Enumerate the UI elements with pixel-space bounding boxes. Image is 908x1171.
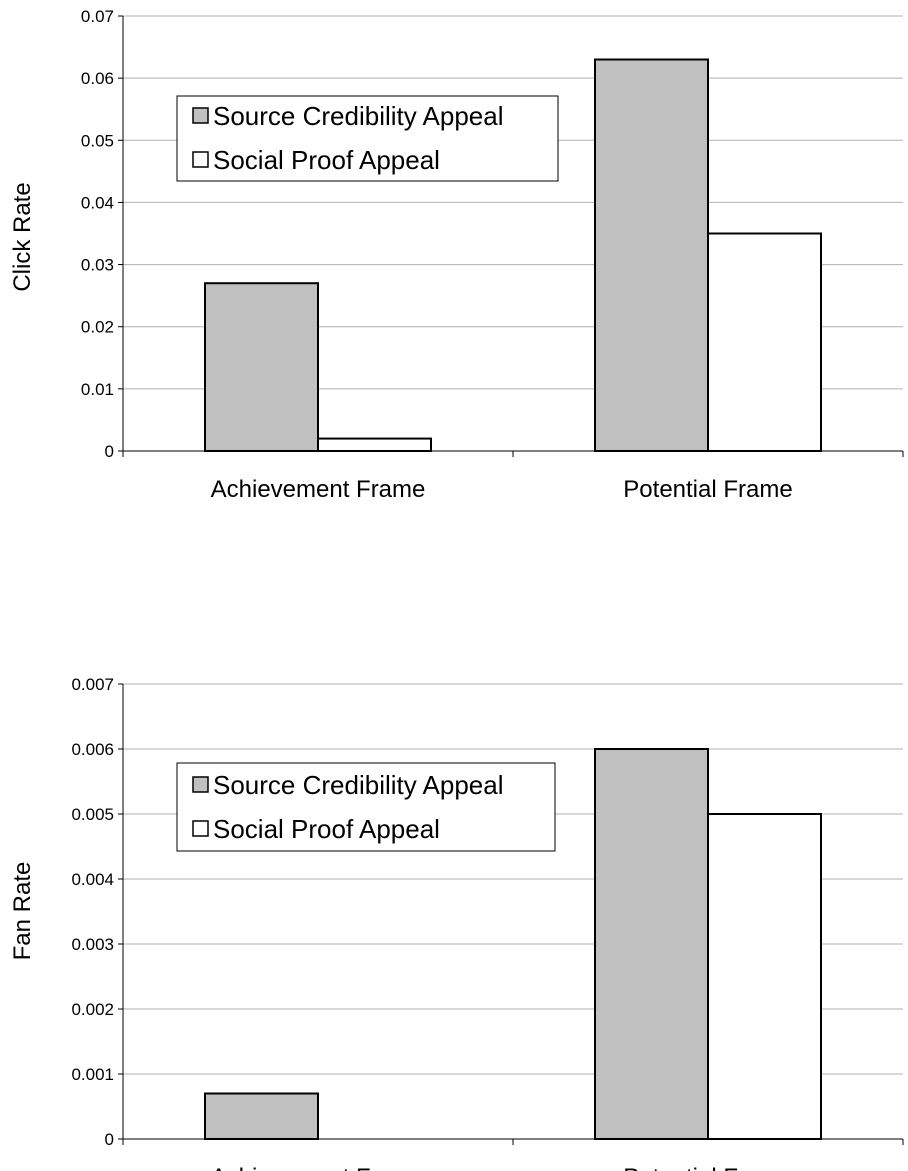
legend-swatch-social-proof [192, 820, 209, 837]
y-tick-label: 0.001 [71, 1065, 114, 1084]
y-tick-label: 0.02 [81, 318, 114, 337]
x-category-label: Achievement Frame [211, 476, 426, 503]
x-axis-categories: Achievement Frame Potential Frame [211, 476, 793, 503]
click-rate-chart: Click Rate 0 0.01 0.02 0.03 0.04 0.05 0.06 0.07… [9, 7, 904, 503]
x-category-label: Potential Frame [623, 1164, 792, 1171]
legend-box [176, 762, 556, 852]
bar-social-proof-potential [707, 813, 822, 1140]
legend-swatch-social-proof [192, 151, 209, 168]
legend-label-social-proof: Social Proof Appeal [213, 145, 440, 175]
legend-label-social-proof: Social Proof Appeal [213, 814, 440, 844]
y-axis-label: Fan Rate [9, 862, 36, 961]
y-tick-label: 0 [105, 1130, 114, 1149]
bar-social-proof-potential [707, 232, 822, 452]
axes [122, 16, 904, 457]
x-axis-categories: Achievement Frame Potential Frame [211, 1164, 793, 1171]
x-category-label: Potential Frame [623, 476, 792, 503]
y-tick-label: 0 [105, 442, 114, 461]
y-tick-label: 0.07 [81, 7, 114, 26]
legend-swatch-source-credibility [192, 107, 209, 124]
bars [204, 748, 822, 1140]
bar-source-credibility-achievement [204, 1092, 319, 1140]
legend-label-source-credibility: Source Credibility Appeal [213, 770, 504, 800]
bar-source-credibility-potential [594, 748, 709, 1140]
x-category-label: Achievement Frame [211, 1164, 426, 1171]
fan-rate-chart: Fan Rate 0 0.001 0.002 0.003 0.004 0.005 0.006… [9, 675, 904, 1171]
bar-source-credibility-achievement [204, 282, 319, 453]
y-tick-label: 0.004 [71, 870, 114, 889]
y-axis-ticks: 0 0.01 0.02 0.03 0.04 0.05 0.06 0.07 [81, 7, 123, 461]
legend-swatch-source-credibility [192, 776, 209, 793]
bar-social-proof-achievement [317, 437, 432, 453]
y-tick-label: 0.03 [81, 256, 114, 275]
axes [122, 684, 904, 1145]
y-tick-label: 0.005 [71, 805, 114, 824]
y-tick-label: 0.006 [71, 740, 114, 759]
y-tick-label: 0.002 [71, 1000, 114, 1019]
legend: Source Credibility Appeal Social Proof A… [176, 762, 556, 852]
y-tick-label: 0.06 [81, 69, 114, 88]
legend-box [176, 95, 559, 182]
y-axis-ticks: 0 0.001 0.002 0.003 0.004 0.005 0.006 0.007 [71, 675, 123, 1149]
bars [204, 58, 822, 453]
legend: Source Credibility Appeal Social Proof A… [176, 95, 559, 182]
bar-source-credibility-potential [594, 58, 709, 452]
y-tick-label: 0.01 [81, 380, 114, 399]
y-axis-label: Click Rate [9, 182, 36, 291]
y-tick-label: 0.04 [81, 193, 114, 212]
y-tick-label: 0.05 [81, 131, 114, 150]
y-tick-label: 0.007 [71, 675, 114, 694]
legend-label-source-credibility: Source Credibility Appeal [213, 101, 504, 131]
y-tick-label: 0.003 [71, 935, 114, 954]
